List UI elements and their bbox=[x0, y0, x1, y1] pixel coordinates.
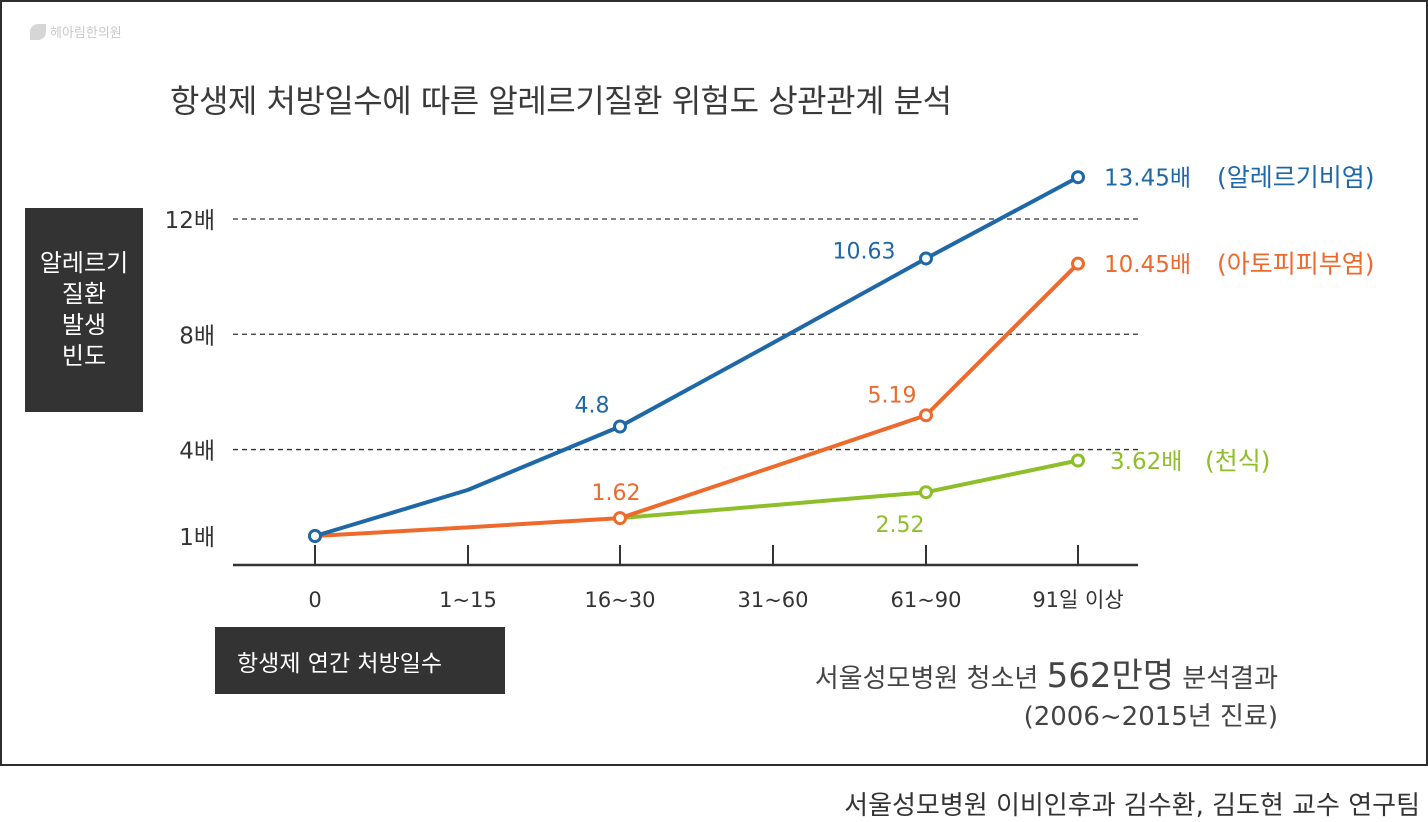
data-label: 5.19 bbox=[868, 383, 917, 408]
y-tick-label: 12배 bbox=[165, 208, 215, 234]
data-label: 4.8 bbox=[575, 393, 610, 418]
x-axis-label-box: 항생제 연간 처방일수 bbox=[215, 627, 505, 694]
data-point bbox=[1071, 170, 1085, 185]
y-axis-label-line: 질환 bbox=[61, 280, 107, 308]
y-tick-label: 8배 bbox=[179, 323, 215, 349]
series-end-label: 13.45배 bbox=[1104, 166, 1191, 192]
research-credit: 서울성모병원 이비인후과 김수환, 김도현 교수 연구팀 bbox=[844, 791, 1420, 821]
x-tick-label: 31~60 bbox=[737, 588, 808, 612]
y-tick-label: 4배 bbox=[179, 439, 215, 465]
x-tick-label: 61~90 bbox=[890, 588, 961, 612]
data-point bbox=[308, 529, 322, 543]
x-tick-label: 91일 이상 bbox=[1032, 588, 1123, 612]
source-sample-size: 562만명 bbox=[1046, 656, 1175, 696]
chart-title: 항생제 처방일수에 따른 알레르기질환 위험도 상관관계 분석 bbox=[170, 82, 952, 120]
series-name-label: (아토피피부염) bbox=[1217, 250, 1375, 279]
x-tick-label: 0 bbox=[308, 588, 321, 612]
series-line bbox=[314, 262, 1080, 538]
y-axis-label-line: 알레르기 bbox=[39, 249, 129, 277]
x-axis-label: 항생제 연간 처방일수 bbox=[237, 650, 443, 677]
data-point bbox=[613, 511, 627, 526]
data-point bbox=[1071, 453, 1085, 468]
data-point bbox=[1071, 256, 1085, 271]
y-axis-label-box: 알레르기 질환 발생 빈도 bbox=[25, 208, 143, 412]
data-label: 10.63 bbox=[833, 239, 896, 264]
y-axis-label-line: 발생 bbox=[61, 311, 107, 339]
data-point bbox=[613, 419, 627, 434]
source-period: (2006~2015년 진료) bbox=[1023, 702, 1278, 732]
source-suffix: 분석결과 bbox=[1174, 664, 1278, 694]
x-tick-label: 16~30 bbox=[584, 588, 655, 612]
y-tick-label: 1배 bbox=[179, 525, 215, 551]
data-label: 2.52 bbox=[876, 513, 925, 538]
leaf-logo-icon bbox=[30, 23, 46, 40]
series-end-label: 3.62배 bbox=[1110, 449, 1182, 475]
data-label: 1.62 bbox=[592, 481, 641, 506]
series-name-label: (천식) bbox=[1205, 446, 1271, 475]
series-line bbox=[314, 175, 1079, 538]
series-end-label: 10.45배 bbox=[1104, 252, 1191, 278]
data-point bbox=[919, 408, 933, 423]
series-name-label: (알레르기비염) bbox=[1217, 163, 1375, 192]
source-note: 서울성모병원 청소년 562만명 분석결과 bbox=[815, 648, 1278, 697]
watermark: 헤아림한의원 bbox=[30, 22, 122, 41]
x-tick-label: 1~15 bbox=[439, 588, 497, 612]
watermark-text: 헤아림한의원 bbox=[50, 26, 122, 41]
source-prefix: 서울성모병원 청소년 bbox=[814, 664, 1047, 694]
data-point bbox=[919, 251, 933, 266]
y-axis-label-line: 빈도 bbox=[61, 342, 107, 370]
data-point bbox=[919, 485, 933, 500]
series-line bbox=[619, 458, 1079, 521]
